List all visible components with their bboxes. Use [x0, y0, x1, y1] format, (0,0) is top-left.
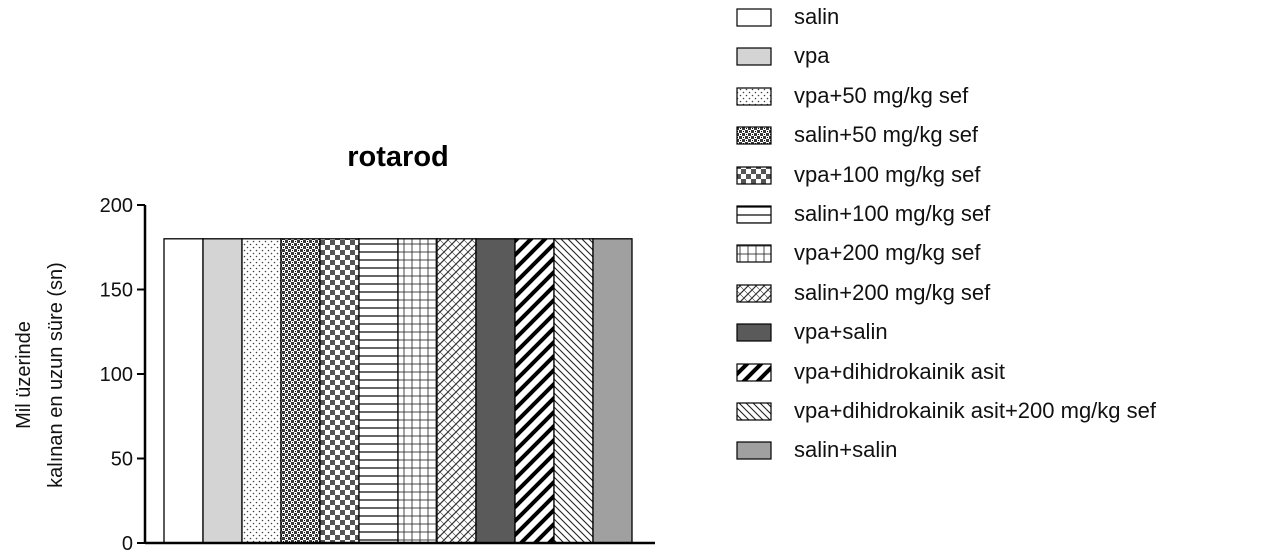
- bar-vpa-dihidrokainik-asit: [514, 238, 555, 544]
- legend-label: salin+50 mg/kg sef: [794, 122, 979, 148]
- legend-swatch: [736, 402, 772, 421]
- legend-swatch: [736, 165, 772, 185]
- legend-item-salin: salin: [736, 2, 839, 32]
- legend-swatch: [736, 47, 772, 66]
- bar-salin-200-mg-kg-sef: [436, 238, 477, 544]
- legend-item-vpa: vpa: [736, 41, 829, 71]
- bar-vpa-salin: [475, 238, 516, 544]
- legend-label: vpa+dihidrokainik asit: [794, 358, 1005, 384]
- legend-item-vpa-50-mg-kg-sef: vpa+50 mg/kg sef: [736, 81, 968, 111]
- y-axis-label-line-1: Mil üzerinde: [13, 321, 35, 429]
- legend-label: vpa+200 mg/kg sef: [794, 240, 981, 266]
- bar-chart: rotarod 0 50 100 150 200 Mil üzerinde kalına…: [13, 141, 655, 555]
- legend-label: vpa+salin: [794, 319, 888, 345]
- legend-swatch: [736, 362, 772, 382]
- y-tick-label: 200: [100, 195, 133, 217]
- y-ticks-group: 0 50 100 150 200: [100, 195, 145, 555]
- y-axis-label-line-2: kalınan en uzun süre (sn): [45, 262, 67, 488]
- legend-swatch: [736, 441, 772, 460]
- legend-swatch: [736, 8, 772, 27]
- bar-salin-salin: [592, 238, 633, 544]
- legend-item-vpa-dihidrokainik-asit-200-mg-kg-sef: vpa+dihidrokainik asit+200 mg/kg sef: [736, 396, 1156, 426]
- legend-label: salin+100 mg/kg sef: [794, 201, 991, 226]
- y-tick-label: 50: [111, 449, 133, 471]
- legend-label: vpa+50 mg/kg sef: [794, 82, 969, 108]
- legend-label: vpa+dihidrokainik asit+200 mg/kg sef: [794, 398, 1156, 423]
- legend-item-salin-200-mg-kg-sef: salin+200 mg/kg sef: [736, 278, 990, 308]
- legend-swatch: [736, 244, 772, 263]
- y-tick-label: 0: [122, 533, 133, 555]
- y-tick-label: 150: [100, 280, 133, 302]
- legend-swatch: [736, 87, 772, 106]
- bar-vpa-200-mg-kg-sef: [397, 238, 438, 544]
- legend-swatch: [736, 126, 772, 145]
- bar-salin-100-mg-kg-sef: [358, 238, 399, 544]
- bar-salin-50-mg-kg-sef: [280, 238, 321, 544]
- bar-vpa-100-mg-kg-sef: [319, 238, 360, 544]
- legend-swatch: [736, 284, 772, 303]
- legend-swatch: [736, 323, 772, 342]
- y-tick-label: 100: [100, 364, 133, 386]
- bar-vpa: [202, 238, 243, 544]
- bars-group: [163, 238, 633, 544]
- legend-label: vpa: [794, 43, 830, 69]
- legend-label: salin: [794, 4, 840, 29]
- legend-label: salin+200 mg/kg sef: [794, 279, 991, 305]
- legend-label: vpa+100 mg/kg sef: [794, 161, 981, 187]
- legend-item-vpa-200-mg-kg-sef: vpa+200 mg/kg sef: [736, 238, 981, 268]
- bar-salin: [163, 238, 204, 544]
- y-axis-label: Mil üzerinde kalınan en uzun süre (sn): [13, 262, 67, 488]
- chart-title: rotarod: [347, 141, 449, 173]
- legend-item-salin-100-mg-kg-sef: salin+100 mg/kg sef: [736, 199, 990, 229]
- legend-item-vpa-dihidrokainik-asit: vpa+dihidrokainik asit: [736, 357, 1005, 387]
- legend-item-salin-salin: salin+salin: [736, 435, 897, 465]
- legend-label: salin+salin: [794, 437, 898, 463]
- bar-vpa-dihidrokainik-asit-200-mg-kg-sef: [553, 238, 594, 544]
- legend-item-vpa-salin: vpa+salin: [736, 317, 888, 347]
- legend-swatch: [736, 205, 772, 224]
- bar-vpa-50-mg-kg-sef: [241, 238, 282, 544]
- legend-item-vpa-100-mg-kg-sef: vpa+100 mg/kg sef: [736, 160, 981, 190]
- legend-item-salin-50-mg-kg-sef: salin+50 mg/kg sef: [736, 120, 978, 150]
